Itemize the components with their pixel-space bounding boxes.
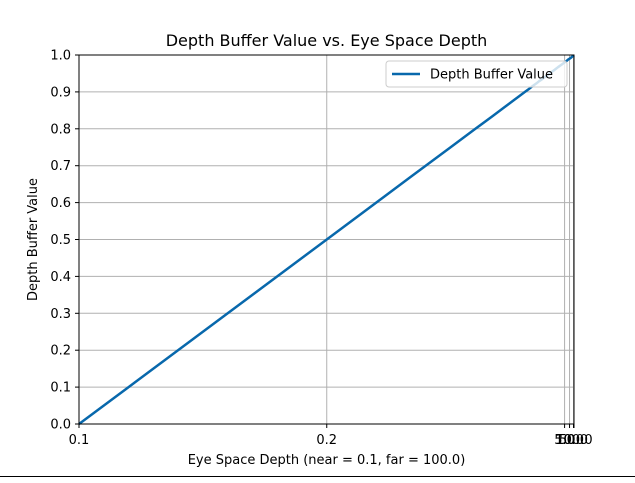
y-axis-title: Depth Buffer Value (26, 178, 41, 301)
chart-title: Depth Buffer Value vs. Eye Space Depth (166, 31, 488, 50)
ticks: 0.1 0.2 5.010.050.0100.00.00.10.20.30.40.5… (50, 49, 592, 449)
x-axis-title: Eye Space Depth (near = 0.1, far = 100.0… (188, 453, 466, 468)
y-tick-label: 0.5 (50, 233, 71, 248)
y-tick-label: 0.0 (50, 418, 71, 433)
x-tick-label: 0.2 (316, 433, 337, 448)
y-tick-label: 0.3 (50, 307, 71, 322)
legend: Depth Buffer Value (385, 60, 568, 88)
x-tick-label: 10.0 (555, 433, 584, 448)
legend-label: Depth Buffer Value (430, 68, 553, 83)
y-tick-label: 0.4 (50, 270, 71, 285)
y-tick-label: 0.9 (50, 85, 71, 100)
y-tick-label: 1.0 (50, 49, 71, 64)
y-tick-label: 0.8 (50, 122, 71, 137)
x-tick-label: 0.1 (69, 433, 90, 448)
y-tick-label: 0.1 (50, 381, 71, 396)
y-tick-label: 0.2 (50, 344, 71, 359)
y-tick-label: 0.6 (50, 196, 71, 211)
x-tick-label: 5.0 (554, 433, 575, 448)
y-tick-label: 0.7 (50, 159, 71, 174)
legend-box (385, 60, 568, 88)
x-tick-label: 100.0 (555, 433, 592, 448)
bottom-rule (0, 476, 635, 477)
x-tick-label: 50.0 (559, 433, 588, 448)
